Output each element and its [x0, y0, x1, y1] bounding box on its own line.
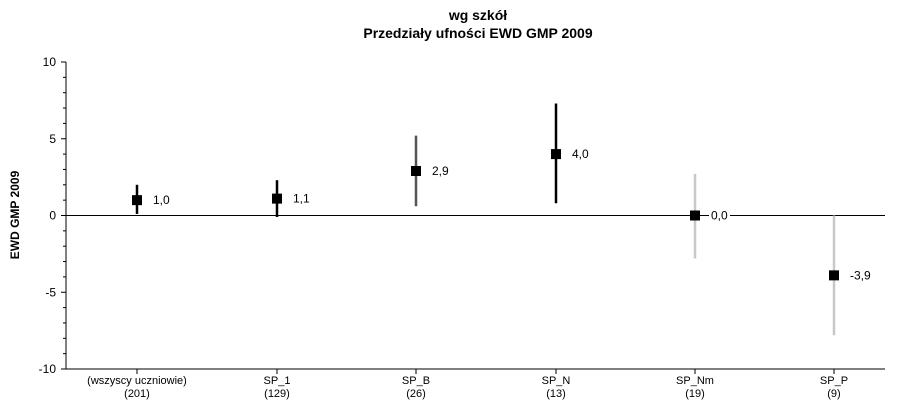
chart-title: wg szkół: [448, 7, 507, 23]
chart-subtitle: Przedziały ufności EWD GMP 2009: [363, 25, 592, 41]
data-label-background: [709, 208, 731, 223]
x-category-count: (9): [827, 388, 840, 400]
x-category-label: SP_B: [402, 375, 430, 387]
data-label: 1,1: [293, 192, 310, 206]
x-category-count: (201): [124, 388, 150, 400]
point-marker: [690, 210, 700, 221]
point-marker: [411, 165, 421, 176]
data-label: 2,9: [432, 164, 449, 178]
y-ticks: 10 5 0 -5 -10: [39, 55, 66, 376]
point-marker: [829, 270, 839, 281]
y-tick-label: 5: [49, 132, 56, 146]
x-category-label: SP_Nm: [676, 375, 714, 387]
point-marker: [272, 193, 282, 204]
x-category-count: (129): [264, 388, 290, 400]
data-marks: 1,0 1,1 2,9 4,0 0,0 -3,9: [132, 103, 871, 336]
y-tick-label: -5: [45, 285, 56, 299]
point-marker: [551, 149, 561, 160]
data-label: 0,0: [711, 209, 728, 223]
x-category-count: (26): [406, 388, 426, 400]
point-marker: [132, 195, 142, 206]
y-axis-label: EWD GMP 2009: [8, 170, 22, 259]
x-category-label: (wszyscy uczniowie): [87, 375, 187, 387]
x-category-label: SP_1: [264, 375, 291, 387]
x-categories: (wszyscy uczniowie)(201) SP_1(129) SP_B(26…: [87, 369, 848, 400]
y-tick-label: -10: [39, 362, 57, 376]
x-category-count: (13): [546, 388, 566, 400]
data-label: -3,9: [850, 268, 871, 282]
y-tick-label: 10: [43, 55, 57, 69]
x-category-label: SP_N: [542, 375, 571, 387]
data-label: 4,0: [572, 147, 589, 161]
x-category-count: (19): [685, 388, 705, 400]
y-tick-label: 0: [49, 209, 56, 223]
data-label: 1,0: [153, 193, 170, 207]
x-category-label: SP_P: [820, 375, 848, 387]
